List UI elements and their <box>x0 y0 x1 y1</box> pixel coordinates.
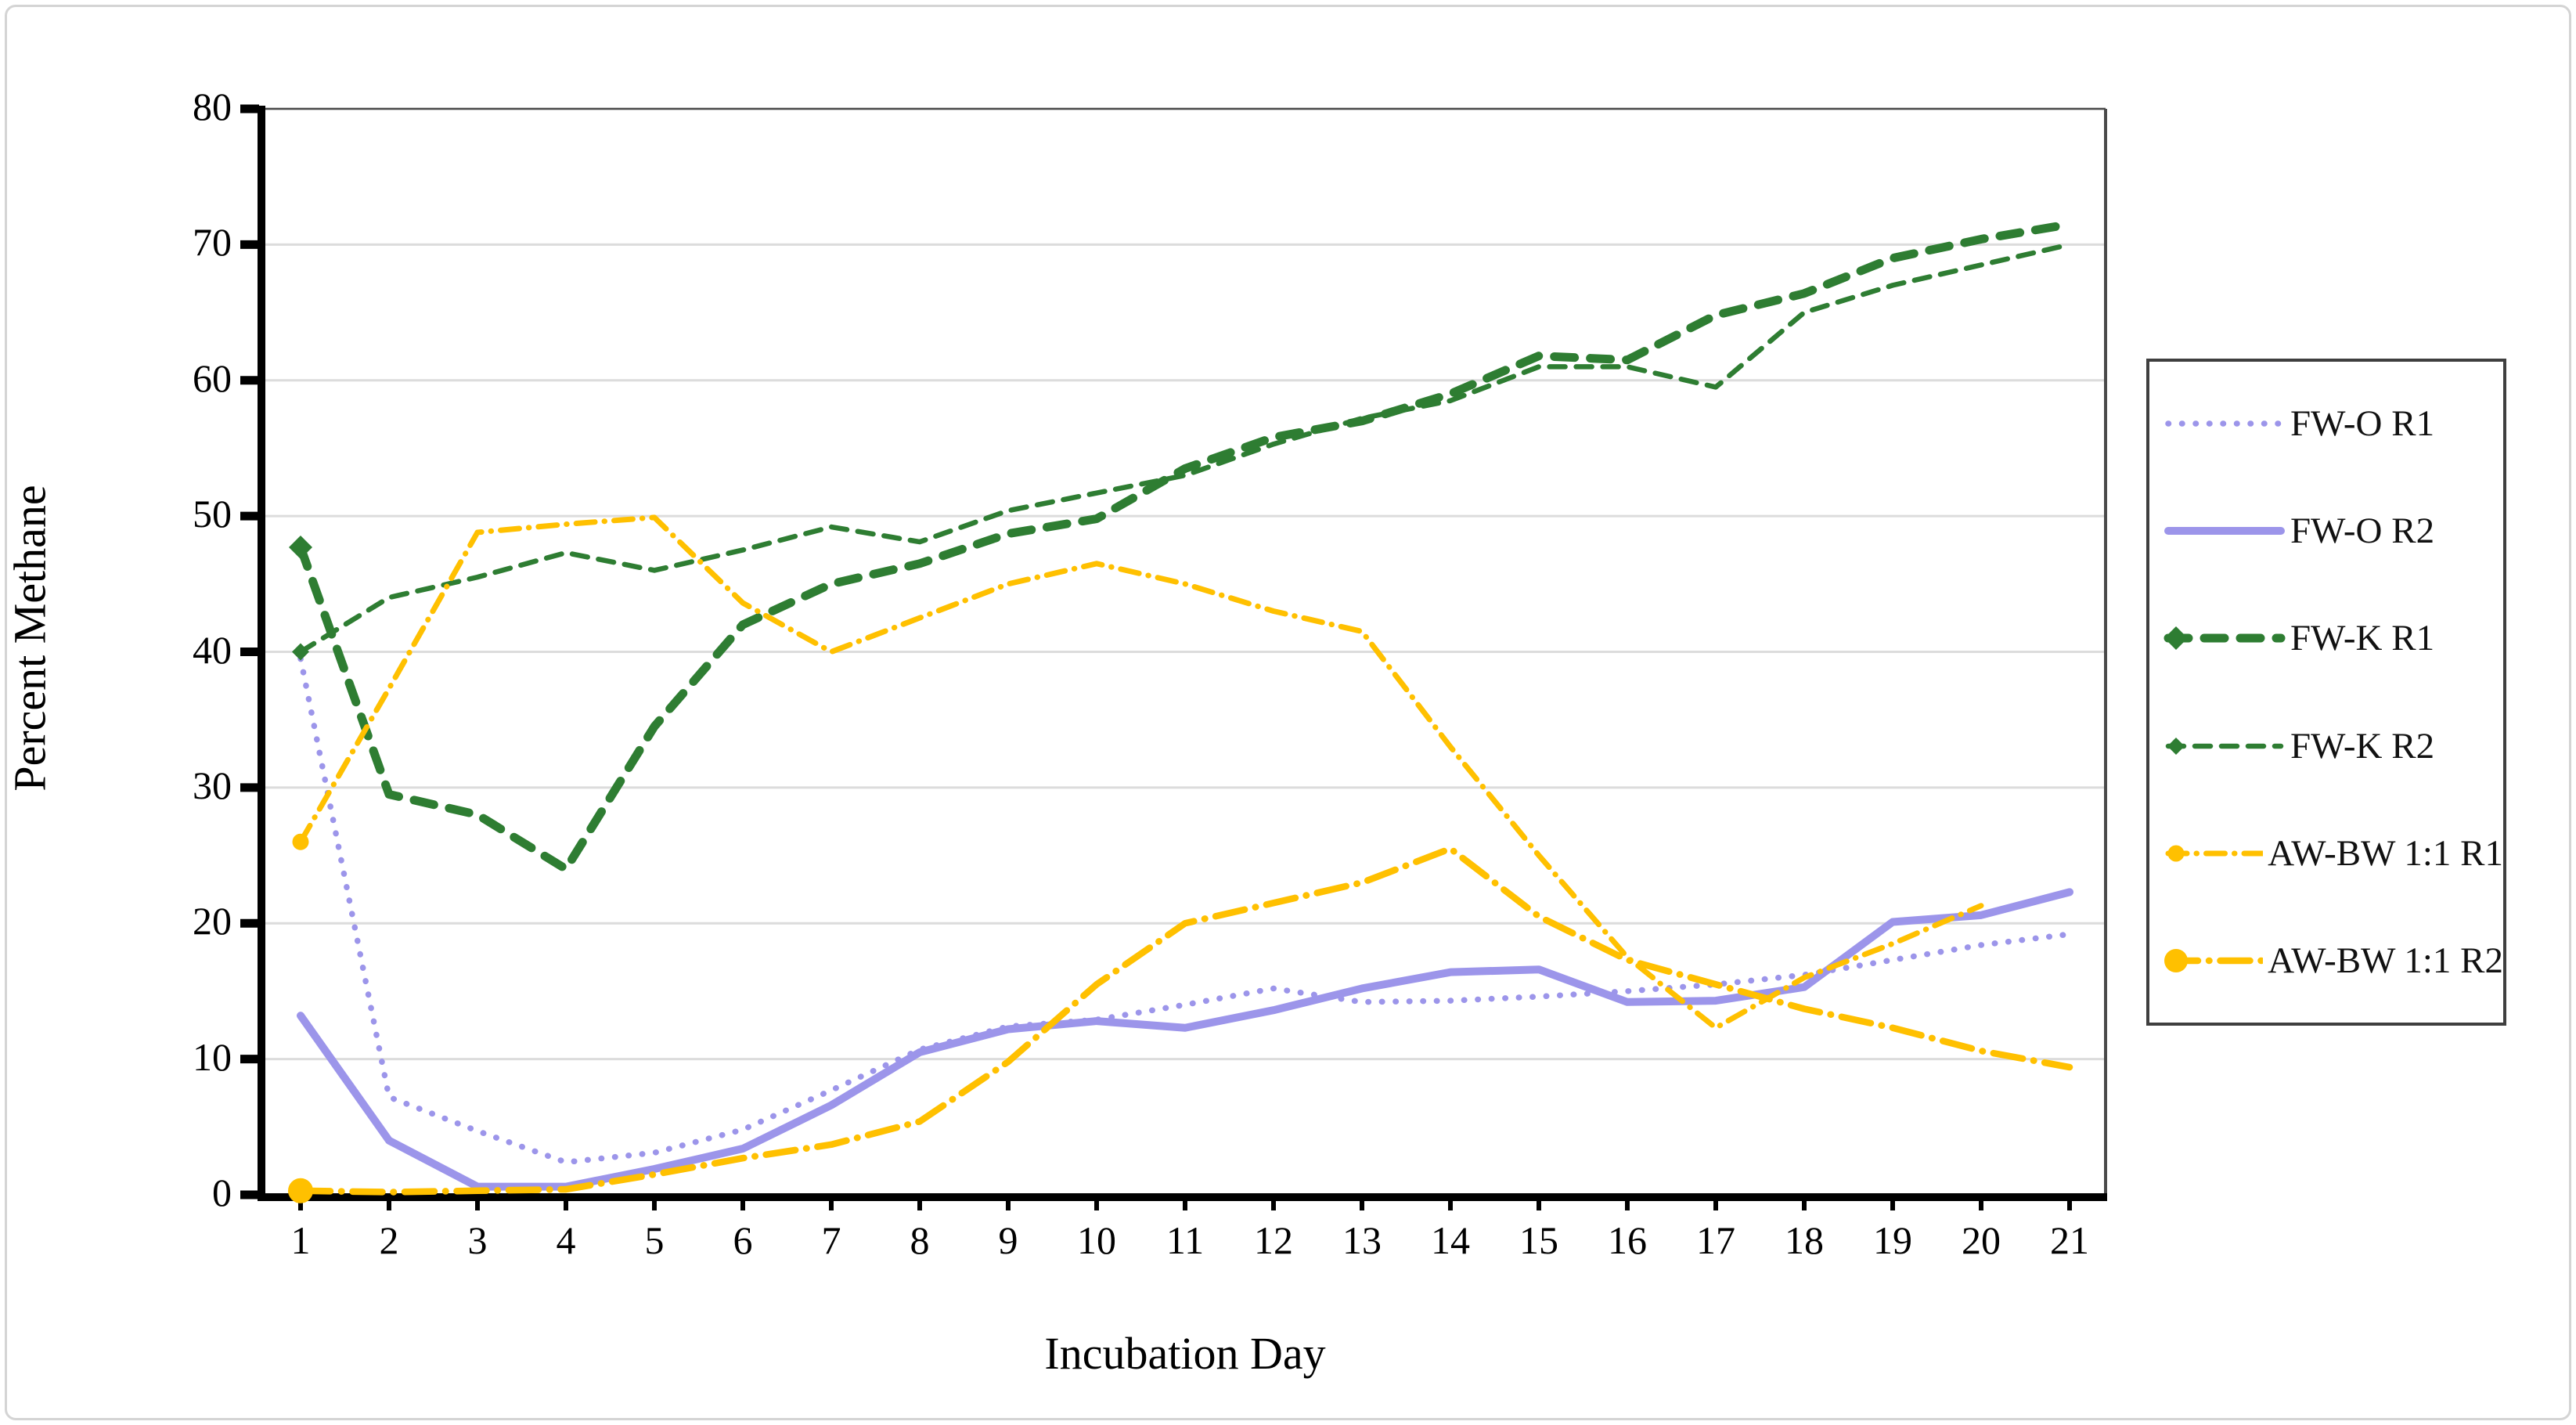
x-tick-label-8: 8 <box>910 1218 930 1262</box>
legend-label: AW-BW 1:1 R1 <box>2268 832 2503 874</box>
x-tick-label-20: 20 <box>1962 1218 2001 1262</box>
legend-line-sample-icon <box>2165 737 2284 755</box>
y-tick-label-10: 10 <box>193 1034 232 1079</box>
series-marker-aw-bw-1-1-r2 <box>288 1178 313 1203</box>
x-tick-label-6: 6 <box>733 1218 753 1262</box>
x-tick-label-5: 5 <box>644 1218 665 1262</box>
legend-line-sample-icon <box>2165 845 2264 862</box>
x-tick-label-4: 4 <box>556 1218 576 1262</box>
series-line-fw-o-r2 <box>297 888 2073 1191</box>
series-line-aw-bw-1-1-r1 <box>297 514 1984 1031</box>
x-tick-label-15: 15 <box>1519 1218 1558 1262</box>
y-tick-label-60: 60 <box>193 355 232 400</box>
legend-item-fw-o-r1: FW-O R1 <box>2149 399 2503 449</box>
legend-line-sample-icon <box>2163 626 2286 651</box>
x-tick-label-21: 21 <box>2050 1218 2089 1262</box>
legend-box: FW-O R1 FW-O R2 FW-K R1 FW-K R2 AW-BW 1:1 R1… <box>2146 359 2506 1026</box>
x-tick-label-16: 16 <box>1608 1218 1647 1262</box>
figure-border <box>5 5 2571 1420</box>
legend-line-sample-icon <box>2164 526 2285 535</box>
x-tick-label-17: 17 <box>1696 1218 1735 1262</box>
legend-item-fw-k-r2: FW-K R2 <box>2149 721 2503 771</box>
series-line-fw-k-r2 <box>297 242 2073 655</box>
y-tick-label-80: 80 <box>193 85 232 128</box>
legend-item-fw-k-r1: FW-K R1 <box>2149 613 2503 663</box>
legend-item-fw-o-r2: FW-O R2 <box>2149 506 2503 556</box>
legend-item-aw-bw-1-1-r1: AW-BW 1:1 R1 <box>2149 828 2503 878</box>
x-tick-label-18: 18 <box>1785 1218 1824 1262</box>
series-marker-aw-bw-1-1-r1 <box>292 833 309 850</box>
x-tick-label-11: 11 <box>1166 1218 1205 1262</box>
legend-line-sample-icon <box>2164 949 2264 973</box>
x-tick-label-3: 3 <box>467 1218 488 1262</box>
legend-item-aw-bw-1-1-r2: AW-BW 1:1 R2 <box>2149 936 2503 986</box>
x-tick-label-9: 9 <box>998 1218 1018 1262</box>
x-tick-label-13: 13 <box>1342 1218 1382 1262</box>
y-tick-label-20: 20 <box>193 899 232 943</box>
y-tick-label-40: 40 <box>193 627 232 672</box>
x-tick-label-19: 19 <box>1873 1218 1912 1262</box>
legend-line-sample-icon <box>2165 420 2284 427</box>
x-tick-label-14: 14 <box>1431 1218 1470 1262</box>
legend-label: FW-K R1 <box>2290 618 2435 659</box>
y-tick-label-50: 50 <box>193 492 232 536</box>
x-tick-label-12: 12 <box>1254 1218 1293 1262</box>
y-tick-label-70: 70 <box>193 220 232 265</box>
series-marker-fw-k-r1 <box>289 536 312 560</box>
x-tick-label-10: 10 <box>1077 1218 1116 1262</box>
series-line-fw-k-r1 <box>296 219 2074 874</box>
x-tick-label-7: 7 <box>821 1218 841 1262</box>
legend-label: FW-K R2 <box>2290 725 2435 767</box>
x-axis-title: Incubation Day <box>1044 1328 1326 1379</box>
y-tick-label-30: 30 <box>193 763 232 807</box>
x-tick-label-1: 1 <box>290 1218 311 1262</box>
series-line-aw-bw-1-1-r2 <box>297 845 2073 1196</box>
x-tick-label-2: 2 <box>379 1218 399 1262</box>
legend-label: AW-BW 1:1 R2 <box>2268 940 2503 982</box>
legend-label: FW-O R1 <box>2290 402 2435 444</box>
series-line-fw-o-r1 <box>297 655 2073 1166</box>
legend-label: FW-O R2 <box>2290 510 2435 551</box>
series-marker-fw-k-r2 <box>292 643 309 661</box>
y-tick-label-0: 0 <box>212 1171 232 1214</box>
